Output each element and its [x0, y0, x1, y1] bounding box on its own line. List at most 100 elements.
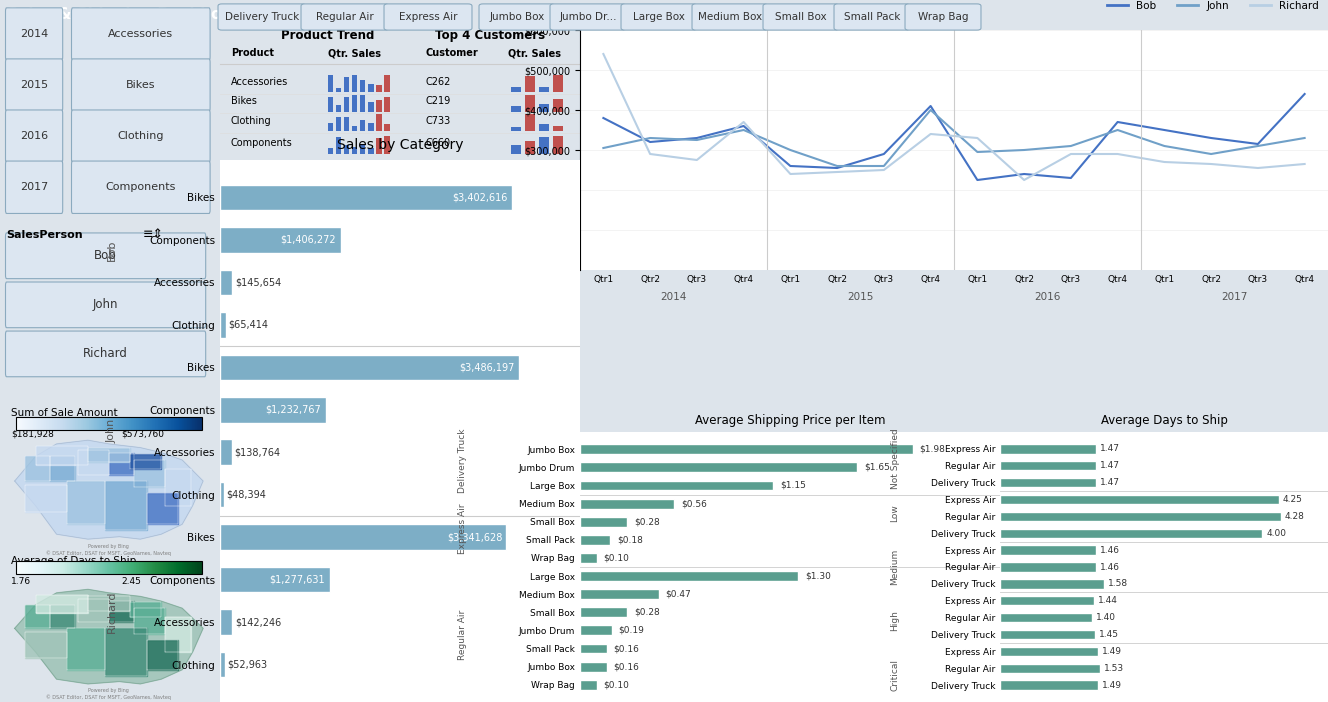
Title: Sales: Sales	[935, 12, 972, 26]
Bar	[552, 75, 563, 93]
Bar	[580, 571, 798, 581]
Text: Bikes: Bikes	[231, 96, 256, 107]
Bar	[1000, 630, 1096, 639]
Text: $142,246: $142,246	[235, 617, 282, 627]
Bar	[1000, 647, 1098, 656]
Title: Average Shipping Price per Item: Average Shipping Price per Item	[695, 413, 886, 427]
Text: $1,277,631: $1,277,631	[270, 575, 325, 585]
Bar	[344, 77, 349, 93]
Text: Richard: Richard	[84, 347, 127, 360]
Polygon shape	[105, 481, 146, 531]
Text: $0.56: $0.56	[681, 499, 706, 508]
John	[1296, 134, 1312, 143]
Line: Bob: Bob	[603, 94, 1304, 180]
Bar	[220, 227, 340, 253]
Bar	[220, 439, 232, 465]
Bar	[220, 185, 511, 210]
Polygon shape	[36, 595, 88, 613]
Bar	[328, 98, 333, 112]
Text: 4.00: 4.00	[1267, 529, 1287, 538]
Text: 2017: 2017	[20, 183, 48, 192]
Text: 1.45: 1.45	[1100, 630, 1120, 639]
Bob	[1157, 126, 1173, 134]
John	[876, 161, 892, 170]
Text: Delivery Truck: Delivery Truck	[224, 12, 299, 22]
Text: Accessories: Accessories	[109, 29, 174, 39]
Bar	[368, 148, 373, 154]
Bar	[539, 124, 548, 131]
Polygon shape	[146, 640, 178, 670]
FancyBboxPatch shape	[5, 282, 206, 328]
Bar	[328, 75, 333, 93]
Bar	[360, 144, 365, 154]
Bar	[525, 114, 535, 131]
John	[829, 161, 845, 170]
Bar	[525, 76, 535, 93]
Bar	[220, 524, 506, 550]
John	[1110, 126, 1126, 134]
Text: Product: Product	[231, 48, 274, 58]
John	[1062, 142, 1078, 150]
Text: 2017: 2017	[1222, 292, 1248, 302]
Bar	[1000, 444, 1097, 453]
Text: 1.46: 1.46	[1100, 545, 1120, 555]
Bar	[539, 87, 548, 93]
Text: 1.40: 1.40	[1096, 613, 1116, 622]
Richard	[1016, 176, 1032, 184]
Text: 2016: 2016	[1035, 292, 1061, 302]
Richard	[643, 150, 659, 158]
Text: 2014: 2014	[20, 29, 48, 39]
Bob	[782, 161, 798, 170]
Text: Not Specified: Not Specified	[891, 429, 899, 489]
Bob	[643, 138, 659, 146]
Text: ≡⇕: ≡⇕	[143, 228, 163, 241]
Text: Components: Components	[231, 138, 292, 148]
John	[923, 106, 939, 114]
Text: 4.25: 4.25	[1283, 495, 1303, 504]
Bob	[1203, 134, 1219, 143]
Legend: Bob, John, Richard: Bob, John, Richard	[1102, 0, 1323, 15]
Bar	[580, 463, 857, 472]
Polygon shape	[25, 632, 66, 658]
Bar	[1000, 663, 1101, 673]
John	[969, 148, 985, 157]
Bar	[352, 75, 357, 93]
Bar	[368, 84, 373, 93]
Line: Richard: Richard	[603, 54, 1304, 180]
Polygon shape	[77, 599, 109, 623]
Text: $0.19: $0.19	[619, 626, 644, 635]
Bar	[580, 589, 659, 599]
FancyBboxPatch shape	[5, 161, 62, 213]
Polygon shape	[66, 481, 105, 524]
Text: $3,341,628: $3,341,628	[446, 532, 502, 542]
John	[689, 135, 705, 144]
Text: 1.46: 1.46	[1100, 562, 1120, 571]
Text: Express Air: Express Air	[398, 12, 457, 22]
Richard	[736, 118, 752, 126]
Bar	[344, 145, 349, 154]
Bob	[969, 176, 985, 184]
Polygon shape	[77, 450, 109, 475]
John	[643, 134, 659, 143]
Text: Clothing: Clothing	[231, 116, 271, 126]
Bar	[336, 105, 341, 112]
Text: Sum of Sale Amount: Sum of Sale Amount	[11, 409, 118, 418]
Bar	[539, 104, 548, 112]
Bob	[1250, 140, 1266, 148]
Bar	[552, 126, 563, 131]
Bar	[220, 270, 232, 295]
John	[595, 144, 611, 152]
Text: Regular Air: Regular Air	[316, 12, 374, 22]
Text: Express Air: Express Air	[458, 503, 467, 554]
Text: C733: C733	[425, 116, 450, 126]
Bar	[580, 444, 912, 454]
Bar	[580, 498, 675, 508]
Polygon shape	[130, 602, 161, 616]
Text: C262: C262	[425, 77, 450, 87]
Text: Qtr. Sales: Qtr. Sales	[328, 48, 381, 58]
Bar	[511, 86, 521, 93]
Text: $1.15: $1.15	[780, 481, 806, 490]
Richard	[782, 170, 798, 178]
FancyBboxPatch shape	[5, 59, 62, 112]
Text: Qtr. Sales: Qtr. Sales	[509, 48, 560, 58]
